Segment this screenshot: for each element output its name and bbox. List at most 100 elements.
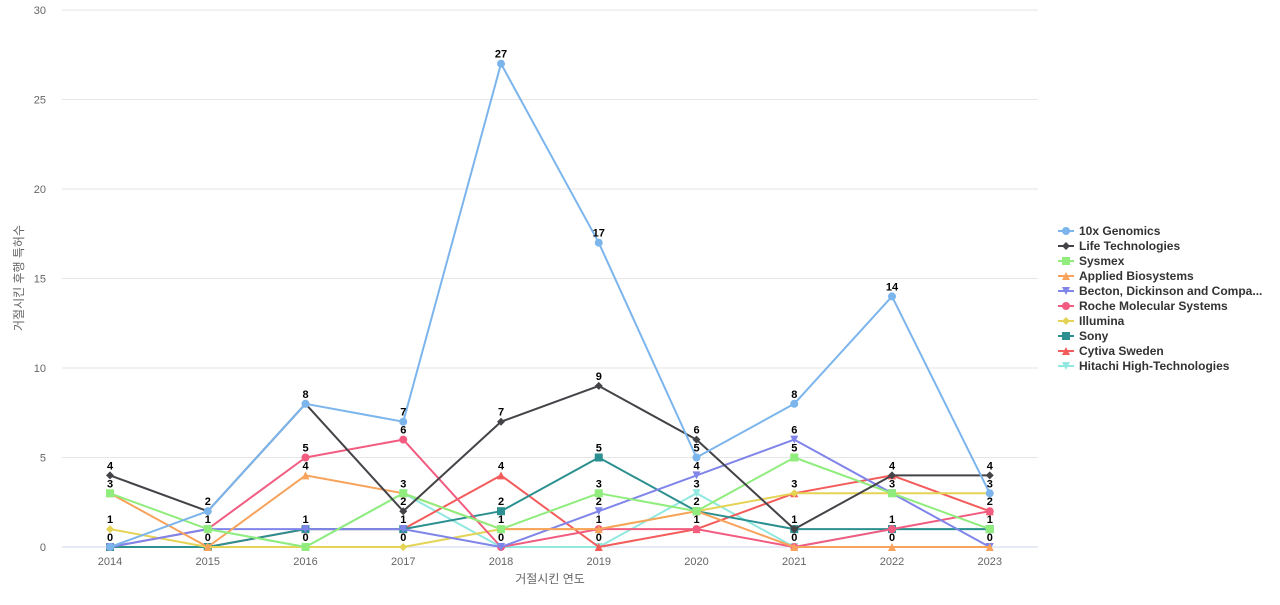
legend-item-sysmex[interactable]: Sysmex — [1058, 254, 1125, 268]
data-point — [301, 453, 310, 462]
data-point — [106, 471, 114, 480]
data-point — [790, 543, 799, 551]
x-tick-label: 2016 — [293, 556, 317, 568]
series-line — [109, 438, 990, 548]
y-tick-label: 5 — [40, 453, 46, 465]
legend-item-becton-dickinson-and-compa[interactable]: Becton, Dickinson and Compa... — [1058, 284, 1262, 298]
data-label: 6 — [791, 425, 797, 437]
data-point — [301, 399, 310, 408]
data-label: 4 — [107, 460, 114, 472]
data-label: 1 — [107, 514, 113, 526]
legend-item-hitachi-high-technologies[interactable]: Hitachi High-Technologies — [1058, 359, 1230, 373]
data-label: 3 — [987, 478, 993, 490]
data-label: 0 — [400, 532, 406, 544]
series-line — [109, 62, 991, 548]
data-label: 2 — [596, 496, 602, 508]
data-label: 0 — [107, 532, 113, 544]
legend-item-roche-molecular-systems[interactable]: Roche Molecular Systems — [1058, 299, 1228, 313]
data-point — [106, 543, 114, 551]
series-sony — [106, 453, 994, 551]
data-point — [888, 292, 896, 301]
data-point — [594, 453, 603, 462]
data-label: 7 — [400, 407, 406, 419]
legend-marker — [1062, 317, 1070, 325]
data-label: 4 — [302, 460, 309, 472]
legend-marker — [1062, 287, 1070, 295]
data-point — [301, 471, 310, 480]
data-point — [594, 543, 603, 551]
legend-marker — [1062, 272, 1070, 280]
x-tick-label: 2014 — [98, 556, 122, 568]
data-point — [594, 525, 603, 534]
data-label: 4 — [693, 460, 700, 472]
series-line — [110, 456, 990, 548]
data-point — [692, 435, 701, 444]
data-label: 17 — [593, 228, 605, 240]
data-point — [888, 525, 896, 534]
series-10x-genomics — [106, 59, 994, 551]
data-point — [790, 525, 799, 534]
legend-label: Roche Molecular Systems — [1079, 299, 1228, 313]
y-tick-label: 30 — [34, 5, 46, 17]
legend-marker — [1062, 332, 1070, 340]
data-point — [594, 489, 603, 498]
legend-item-10x-genomics[interactable]: 10x Genomics — [1058, 224, 1161, 238]
legend-item-life-technologies[interactable]: Life Technologies — [1058, 239, 1180, 253]
x-tick-label: 2023 — [978, 556, 1002, 568]
data-point — [985, 507, 994, 516]
data-point — [692, 453, 701, 462]
data-label: 4 — [498, 460, 505, 472]
data-point — [692, 471, 701, 480]
data-point — [594, 238, 603, 247]
data-point — [497, 59, 505, 68]
data-label: 2 — [400, 496, 406, 508]
data-label: 1 — [889, 514, 895, 526]
data-point — [301, 525, 310, 534]
data-label: 2 — [693, 496, 699, 508]
data-label: 1 — [987, 514, 993, 526]
data-point — [692, 507, 701, 516]
data-point — [497, 507, 505, 516]
data-label: 1 — [302, 514, 308, 526]
data-label: 0 — [889, 532, 895, 544]
x-tick-label: 2018 — [489, 556, 513, 568]
legend-marker — [1062, 227, 1070, 235]
data-label: 0 — [302, 532, 308, 544]
grid-lines — [62, 9, 1038, 548]
data-label: 1 — [791, 514, 797, 526]
data-label: 5 — [693, 443, 699, 455]
legend-item-sony[interactable]: Sony — [1058, 329, 1109, 343]
data-label: 1 — [400, 514, 406, 526]
data-point — [985, 525, 994, 534]
y-tick-label: 0 — [40, 542, 46, 554]
legend-item-cytiva-sweden[interactable]: Cytiva Sweden — [1058, 344, 1164, 358]
data-label: 5 — [791, 443, 797, 455]
data-label: 3 — [791, 478, 797, 490]
data-label: 8 — [791, 389, 797, 401]
legend-marker — [1062, 242, 1070, 250]
legend-label: Applied Biosystems — [1079, 269, 1194, 283]
legend-label: Becton, Dickinson and Compa... — [1079, 284, 1262, 298]
series-lines — [106, 59, 994, 551]
x-tick-label: 2021 — [782, 556, 806, 568]
data-label: 7 — [498, 407, 504, 419]
legend-item-illumina[interactable]: Illumina — [1058, 314, 1125, 328]
data-label: 1 — [205, 514, 211, 526]
data-label: 0 — [205, 532, 211, 544]
legend-item-applied-biosystems[interactable]: Applied Biosystems — [1058, 269, 1194, 283]
data-label: 0 — [498, 532, 504, 544]
data-point — [985, 489, 994, 498]
data-point — [301, 543, 310, 551]
data-point — [399, 417, 408, 426]
data-point — [888, 489, 896, 498]
data-label: 2 — [987, 496, 993, 508]
data-point — [692, 525, 701, 534]
x-tick-label: 2022 — [880, 556, 904, 568]
series-line — [109, 474, 990, 548]
data-label: 4 — [889, 460, 896, 472]
data-label: 3 — [693, 478, 699, 490]
x-tick-label: 2017 — [391, 556, 415, 568]
data-label: 0 — [791, 532, 797, 544]
